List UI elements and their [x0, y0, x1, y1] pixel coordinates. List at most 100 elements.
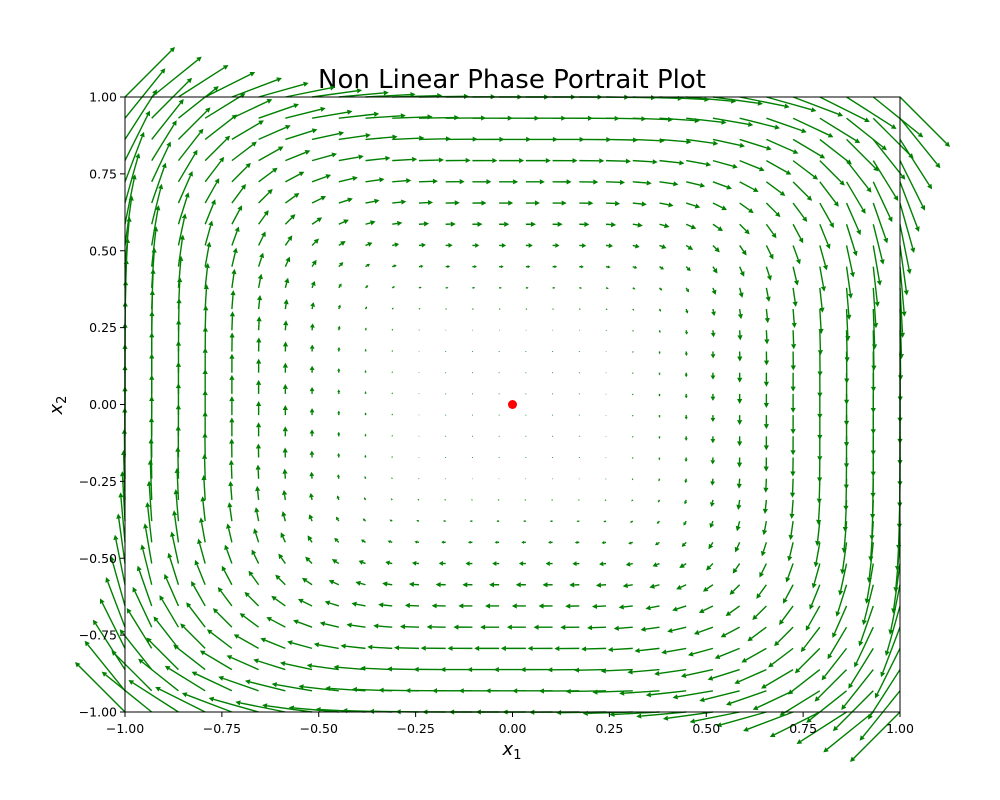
vector-arrow [710, 351, 716, 359]
y-axis-label-sub: 2 [55, 396, 70, 404]
vector-arrow [336, 516, 340, 522]
vector-arrow [631, 478, 634, 481]
vector-arrow [472, 200, 487, 206]
vector-arrow [622, 582, 633, 589]
vector-arrow [365, 134, 398, 141]
vector-arrow [458, 603, 473, 609]
vector-arrow [257, 273, 263, 288]
vector-arrow [712, 117, 754, 127]
vector-arrow [492, 561, 500, 566]
vector-arrow [554, 645, 580, 652]
vector-arrow [685, 308, 689, 314]
vector-arrow [739, 138, 772, 151]
vector-arrow [579, 200, 594, 206]
vector-arrow [324, 600, 340, 607]
vector-arrow [581, 646, 607, 652]
vector-arrow [632, 222, 643, 228]
vector-arrow [525, 393, 527, 395]
vector-arrow [819, 117, 861, 144]
vector-arrow [364, 369, 367, 373]
x-tick-label: −0.75 [203, 721, 241, 736]
vector-arrow [151, 77, 193, 119]
vector-arrow [783, 584, 794, 604]
vector-arrow [627, 668, 660, 675]
vector-arrow [465, 561, 473, 566]
vector-arrow [204, 199, 216, 225]
vector-arrow [92, 619, 126, 670]
vector-arrow [498, 393, 500, 395]
vector-arrow [373, 623, 393, 629]
vector-arrow [763, 351, 770, 366]
vector-arrow [684, 330, 689, 335]
vector-arrow [471, 393, 473, 395]
vector-arrow [811, 563, 821, 589]
vector-arrow [739, 181, 759, 192]
vector-arrow [221, 565, 233, 586]
vector-arrow [632, 201, 647, 207]
vector-arrow [467, 540, 473, 544]
vector-arrow [689, 711, 740, 724]
vector-arrow [231, 120, 264, 141]
x-axis-label-sub: 1 [513, 748, 521, 763]
vector-arrow [392, 178, 412, 184]
vector-arrow [499, 265, 504, 269]
vector-arrow [762, 499, 768, 514]
vector-arrow [311, 174, 332, 183]
vector-arrow [774, 626, 794, 647]
vector-arrow [140, 544, 153, 585]
vector-arrow [667, 626, 687, 634]
vector-arrow [850, 711, 901, 762]
y-tick-label: −0.25 [79, 474, 117, 489]
vector-arrow [338, 197, 353, 204]
vector-arrow [792, 160, 819, 180]
vector-arrow [747, 626, 767, 642]
vector-arrow [418, 242, 426, 248]
vector-arrow [256, 379, 262, 394]
vector-arrow [658, 436, 661, 440]
vector-arrow [124, 153, 141, 204]
vector-arrow [229, 332, 235, 352]
vector-arrow [548, 540, 553, 544]
vector-arrow [579, 308, 581, 310]
vector-arrow [204, 178, 220, 204]
vector-arrow [248, 570, 260, 586]
vector-arrow [334, 537, 340, 543]
vector-arrow [404, 602, 420, 609]
vector-arrow [794, 647, 821, 674]
vector-arrow [659, 266, 664, 270]
vector-arrow [605, 200, 621, 207]
vector-arrow [239, 613, 260, 628]
vector-arrow [587, 625, 607, 631]
vector-arrow [684, 457, 688, 463]
vector-arrow [574, 540, 580, 545]
vector-arrow [283, 320, 289, 331]
vector-arrow [607, 646, 633, 653]
vector-arrow [654, 541, 660, 546]
vector-arrow [685, 244, 694, 250]
vector-arrow [418, 178, 438, 184]
vector-arrow [819, 245, 828, 271]
vector-arrow [632, 265, 638, 269]
vector-arrow [605, 222, 617, 228]
vector-arrow [485, 603, 500, 609]
vector-arrow [172, 510, 180, 543]
vector-arrow [337, 453, 341, 458]
vector-arrow [305, 556, 313, 565]
x-tick-label: 0.75 [789, 721, 817, 736]
vector-arrow [311, 109, 353, 119]
vector-arrow [625, 561, 633, 567]
vector-arrow [686, 159, 712, 167]
vector-arrow [472, 243, 480, 248]
vector-arrow [628, 541, 633, 545]
vector-arrow [591, 603, 607, 610]
vector-arrow [552, 158, 578, 164]
vector-arrow [235, 700, 286, 713]
vector-arrow [845, 224, 858, 257]
vector-arrow [741, 647, 767, 663]
vector-arrow [258, 188, 273, 204]
vector-arrow [645, 605, 660, 611]
vector-arrow [204, 93, 246, 119]
vector-arrow [337, 346, 341, 352]
vector-arrow [899, 139, 933, 190]
vector-arrow [569, 582, 580, 588]
